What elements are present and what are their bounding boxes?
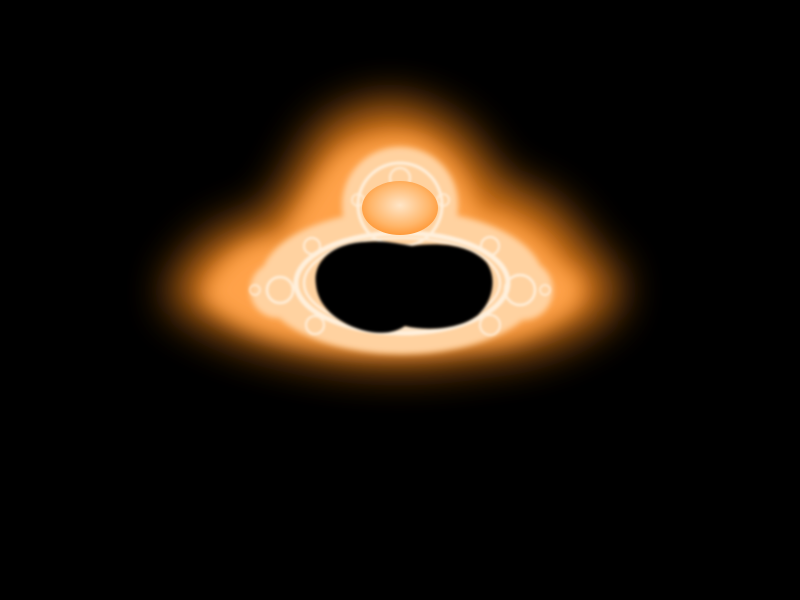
top-bulb xyxy=(362,181,438,235)
cardioid-interior xyxy=(315,241,493,333)
